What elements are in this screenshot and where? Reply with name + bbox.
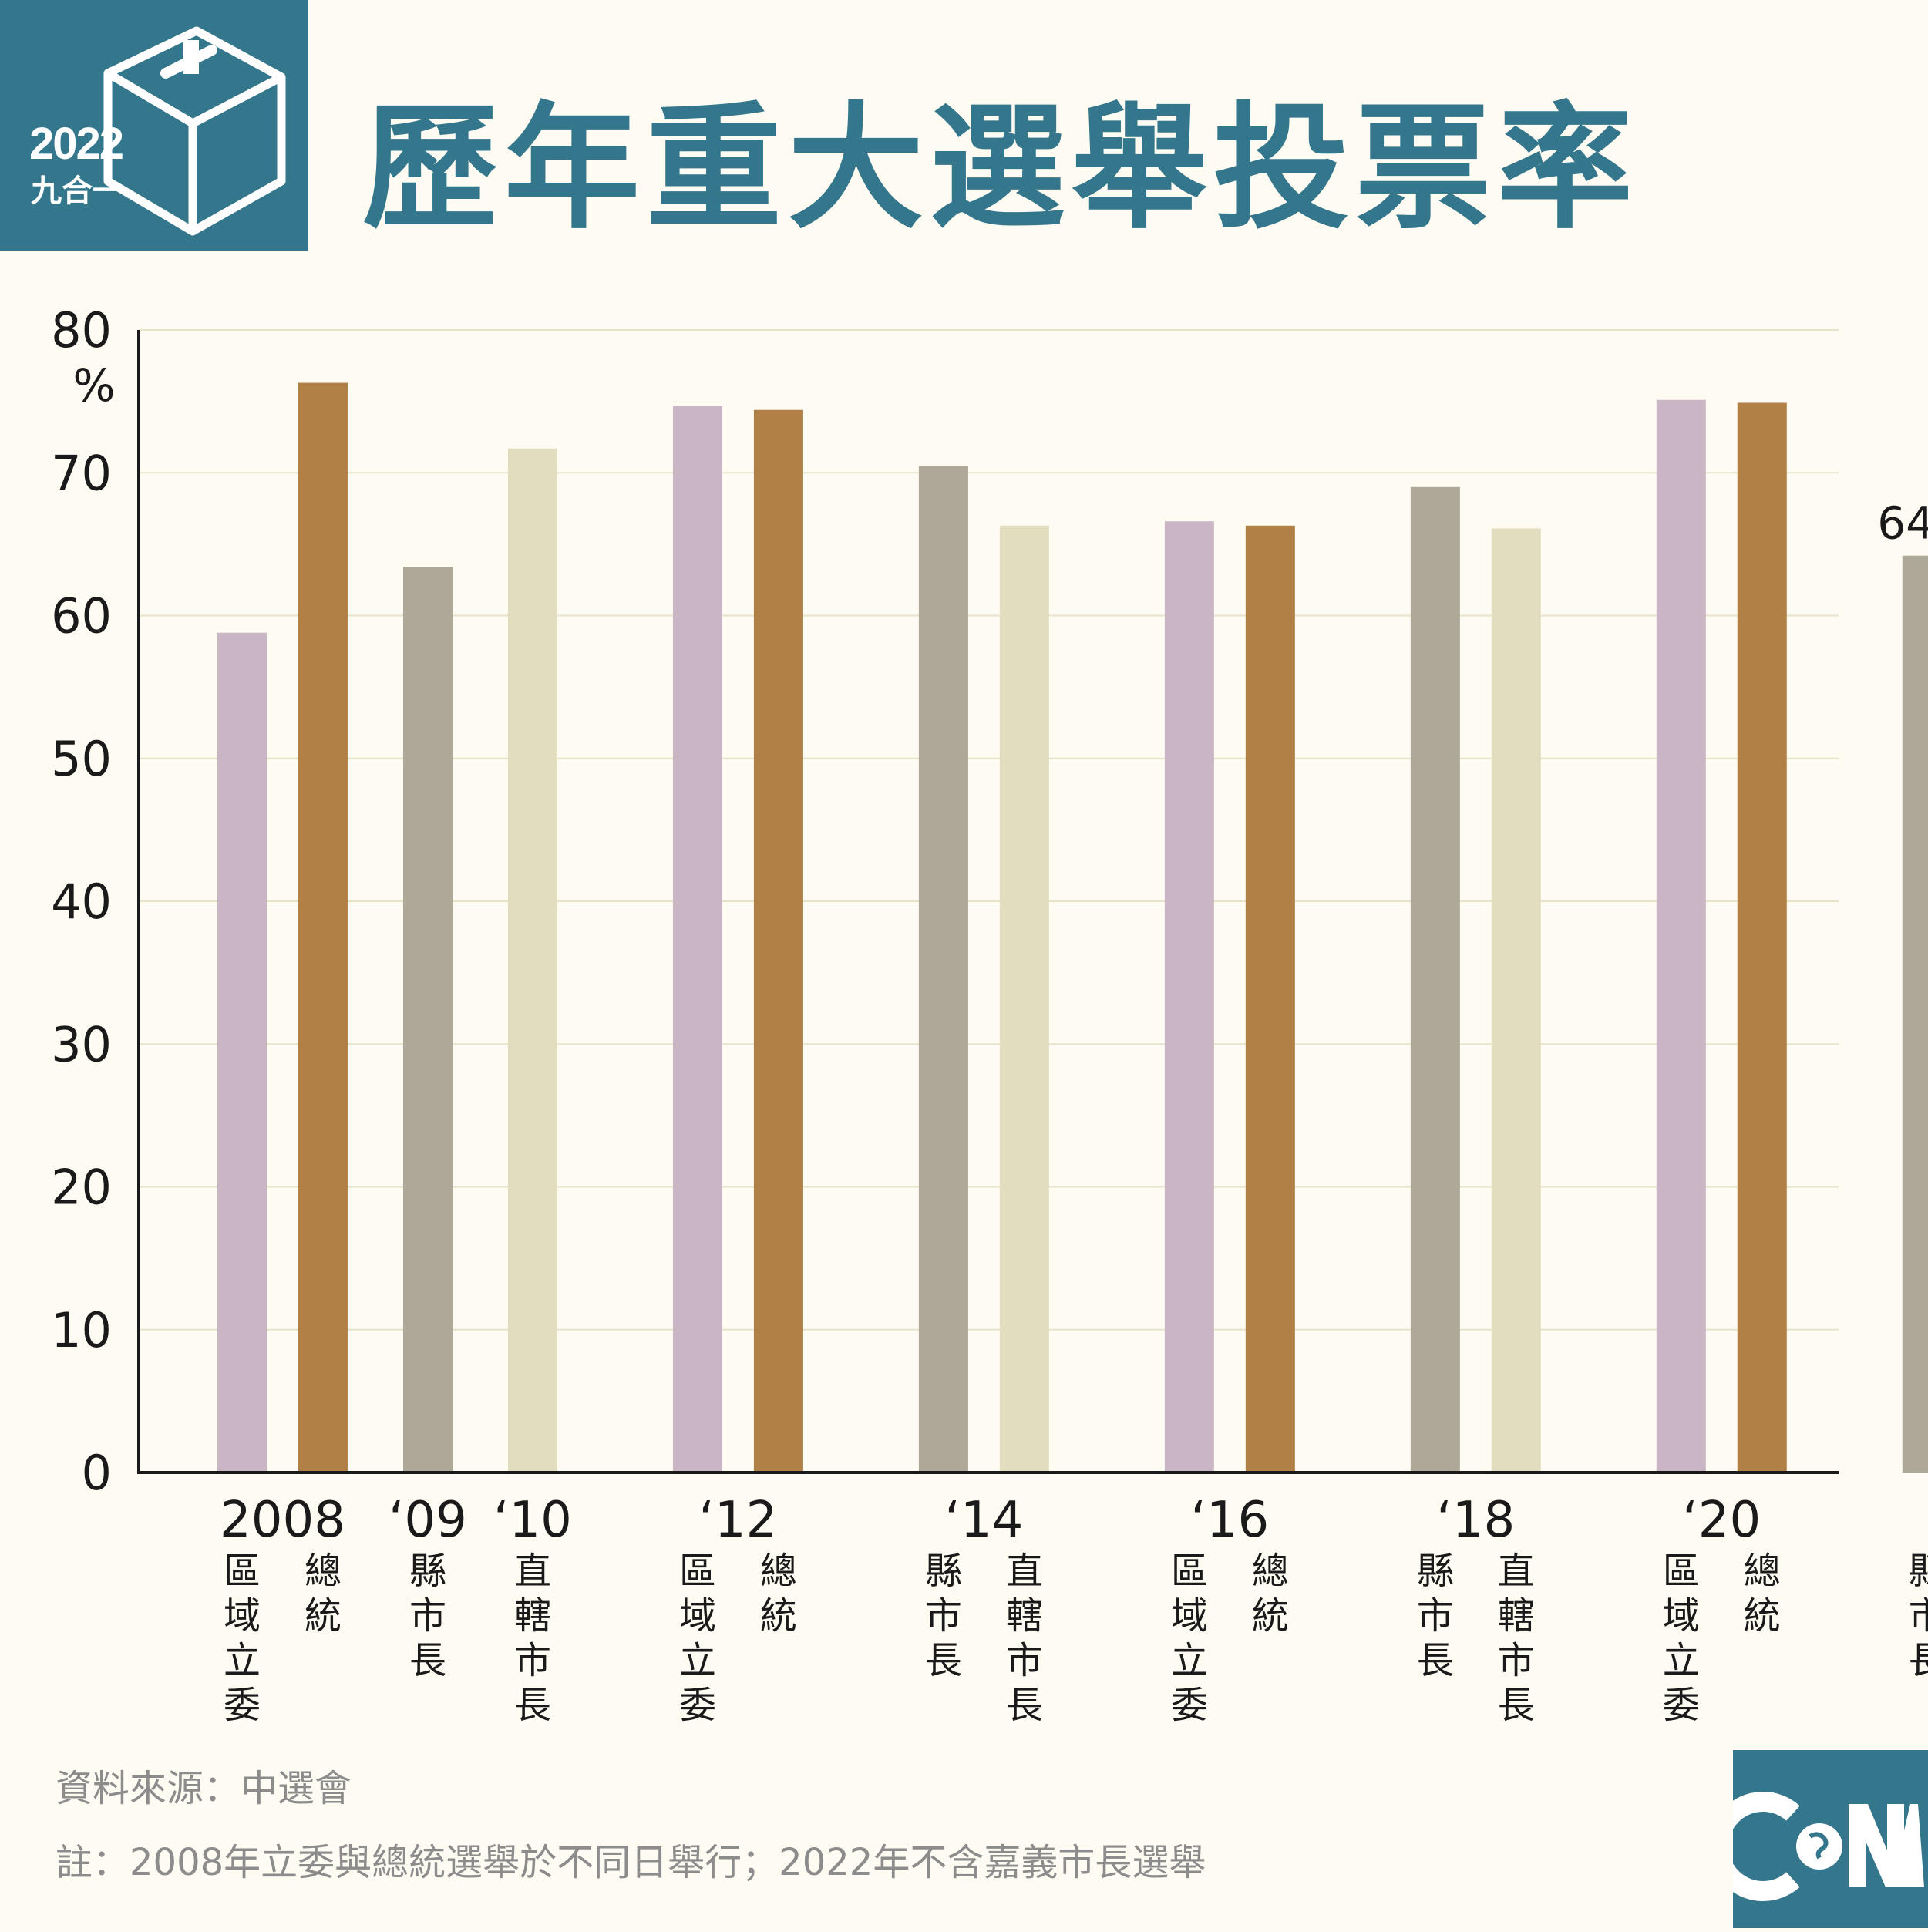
y-tick-label: 30 [51,1016,112,1072]
x-year-label: ‘09 [389,1492,467,1549]
x-category-label: 縣市長 [925,1550,962,1682]
x-category-label: 直轄市長 [514,1550,551,1727]
x-year-label: 2008 [220,1492,345,1549]
data-labels: 64.259.9 [1877,497,1928,550]
x-year-label: ‘12 [699,1492,778,1549]
cna-logo [1708,1750,1928,1928]
y-tick-label: 70 [51,445,112,501]
bar-president [1737,402,1787,1473]
axes [137,330,1839,1474]
x-category-label: 區域立委 [1663,1550,1700,1727]
badge-subtitle: 九合一 [31,173,123,209]
x-category-label: 直轄市長 [1006,1550,1043,1727]
bar-county_mayor [402,567,453,1473]
ballot-box-icon [103,26,286,236]
x-category-label: 區域立委 [224,1550,261,1727]
y-tick-label: 0 [82,1445,112,1501]
y-tick-label: 50 [51,731,112,787]
cna-logo-mark [1708,1792,1924,1901]
grid-lines [139,329,1839,1331]
y-tick-label: 20 [51,1160,112,1216]
x-category-label: 區域立委 [1171,1550,1208,1727]
x-category-label: 總統 [1744,1550,1781,1637]
bar-county_mayor [1410,486,1460,1473]
x-category-label: 總統 [1252,1550,1289,1637]
x-category-label: 縣市長 [1417,1550,1454,1682]
source-note: 資料來源：中選會 [56,1767,352,1810]
bar-legislative [1656,399,1706,1473]
chart-title: 歷年重大選舉投票率 [362,88,1640,247]
y-tick-label: 10 [51,1302,112,1358]
y-tick-labels: 0 10 20 30 40 50 60 70 80% [51,302,115,1501]
x-category-label: 總統 [760,1550,797,1637]
bar-municipal_mayor [1491,528,1541,1473]
y-tick-label: 60 [51,588,112,645]
bars [217,382,1928,1473]
bar-legislative [1164,521,1214,1473]
bar-county_mayor [1902,555,1928,1473]
x-year-label: ‘10 [493,1492,572,1549]
footnote: 註：2008年立委與總統選舉於不同日舉行；2022年不含嘉義市長選舉 [56,1841,1206,1884]
badge-year: 2022 [29,119,124,169]
x-year-label: ‘20 [1682,1492,1761,1549]
bar-municipal_mayor [999,525,1049,1473]
x-category-label: 縣市長 [409,1550,446,1682]
x-category-label: 直轄市長 [1498,1550,1535,1727]
bar-legislative [672,406,722,1473]
x-category-label: 縣市長 [1909,1550,1928,1682]
y-tick-label: 40 [51,873,112,930]
x-category-label: 區域立委 [679,1550,716,1727]
x-year-label: ‘16 [1190,1492,1269,1549]
bar-president [1245,525,1295,1473]
y-unit-label: % [72,359,115,412]
x-category-label: 總統 [305,1550,342,1637]
x-year-label: ‘14 [945,1492,1024,1549]
x-axis-labels: 區域立委總統2008縣市長‘09直轄市長‘10區域立委總統‘12縣市長直轄市長‘… [220,1492,1928,1727]
bar-legislative [217,632,267,1473]
election-badge: 2022 九合一 [0,0,308,251]
x-year-label: ‘18 [1436,1492,1515,1549]
bar-municipal_mayor [507,448,557,1473]
data-label: 64.2 [1877,497,1928,550]
y-tick-label: 80 [51,302,112,358]
bar-county_mayor [918,465,968,1473]
bar-president [753,409,803,1473]
bar-president [298,382,348,1473]
